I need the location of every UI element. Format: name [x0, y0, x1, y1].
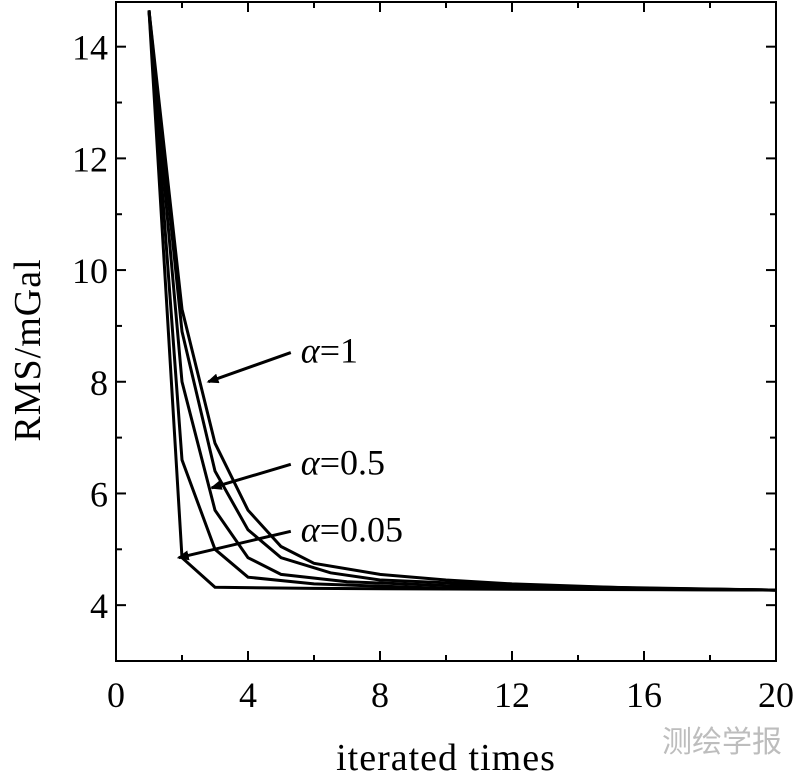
series-line-alpha-0.5: [147, 10, 777, 592]
x-tick-label: 20: [758, 675, 794, 715]
y-tick-label: 4: [90, 586, 108, 626]
annotation-arrow: [209, 462, 292, 490]
y-tick-label: 8: [90, 363, 108, 403]
y-tick-label: 6: [90, 474, 108, 514]
series-line-mid-1: [147, 10, 777, 592]
y-tick-label: 12: [72, 139, 108, 179]
y-tick-label: 10: [72, 251, 108, 291]
annotation-arrow: [206, 351, 292, 384]
x-axis-title: iterated times: [336, 737, 556, 776]
x-tick-label: 8: [371, 675, 389, 715]
annotation-arrow: [176, 529, 292, 561]
x-tick-label: 0: [107, 675, 125, 715]
x-tick-label: 16: [626, 675, 662, 715]
annotation-label: α=1: [301, 331, 358, 371]
x-tick-label: 4: [239, 675, 257, 715]
series-line-alpha-1: [147, 10, 777, 592]
axis-ticks: 0 4 8 12 16 20 4 6 8 10 12 14: [72, 2, 794, 715]
annotations: α=1 α=0.5 α=0.05: [176, 331, 403, 561]
series-lines: [147, 10, 777, 592]
annotation-label: α=0.05: [301, 509, 403, 549]
y-tick-label: 14: [72, 28, 108, 68]
annotation-label: α=0.5: [301, 442, 385, 482]
plot-frame: [115, 1, 777, 662]
watermark: 测绘学报: [662, 725, 782, 760]
x-tick-label: 12: [494, 675, 530, 715]
series-line-alpha-0.05: [147, 10, 777, 592]
y-axis-title: RMS/mGal: [7, 258, 49, 441]
